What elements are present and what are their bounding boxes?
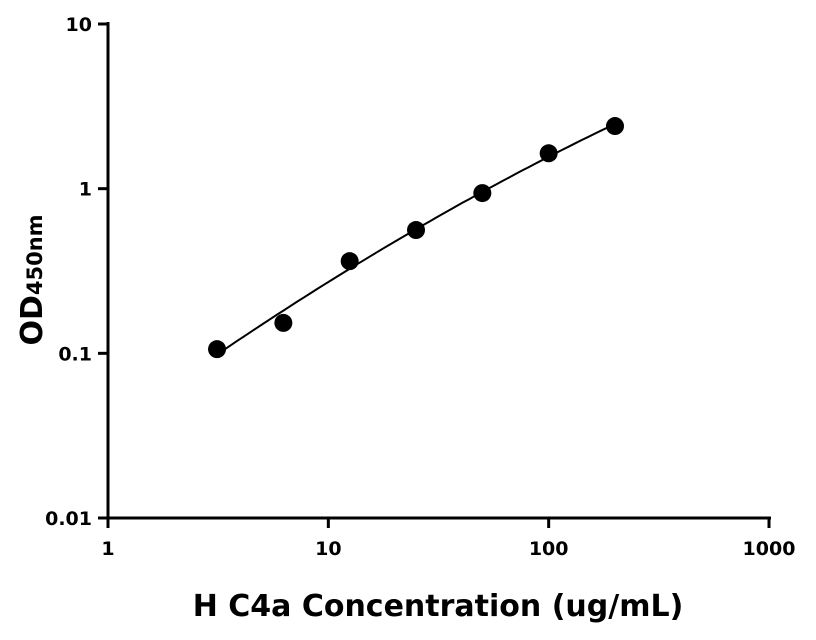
y-tick-label: 0.01 bbox=[45, 508, 92, 530]
data-point bbox=[407, 221, 426, 240]
x-tick-label: 10 bbox=[315, 538, 341, 560]
y-tick-label: 10 bbox=[66, 14, 92, 36]
tick-labels: 1 10 100 1000 0.01 0.1 1 10 bbox=[45, 14, 795, 560]
y-tick-label: 1 bbox=[79, 179, 92, 201]
data-point bbox=[274, 313, 293, 332]
y-tick-label: 0.1 bbox=[58, 343, 92, 365]
x-tick-label: 1000 bbox=[743, 538, 796, 560]
data-point bbox=[539, 144, 558, 163]
x-tick-label: 100 bbox=[529, 538, 569, 560]
data-point bbox=[605, 117, 624, 136]
data-point bbox=[340, 252, 359, 271]
x-tick-label: 1 bbox=[101, 538, 114, 560]
axes bbox=[98, 22, 771, 528]
data-point bbox=[208, 340, 227, 359]
y-axis-title-main: OD bbox=[15, 295, 50, 345]
data-point bbox=[473, 184, 492, 203]
data-points bbox=[208, 117, 624, 359]
y-axis-title: OD450nm bbox=[15, 214, 50, 345]
x-axis-title: H C4a Concentration (ug/mL) bbox=[193, 589, 684, 624]
y-axis-title-sub: 450nm bbox=[23, 214, 47, 295]
